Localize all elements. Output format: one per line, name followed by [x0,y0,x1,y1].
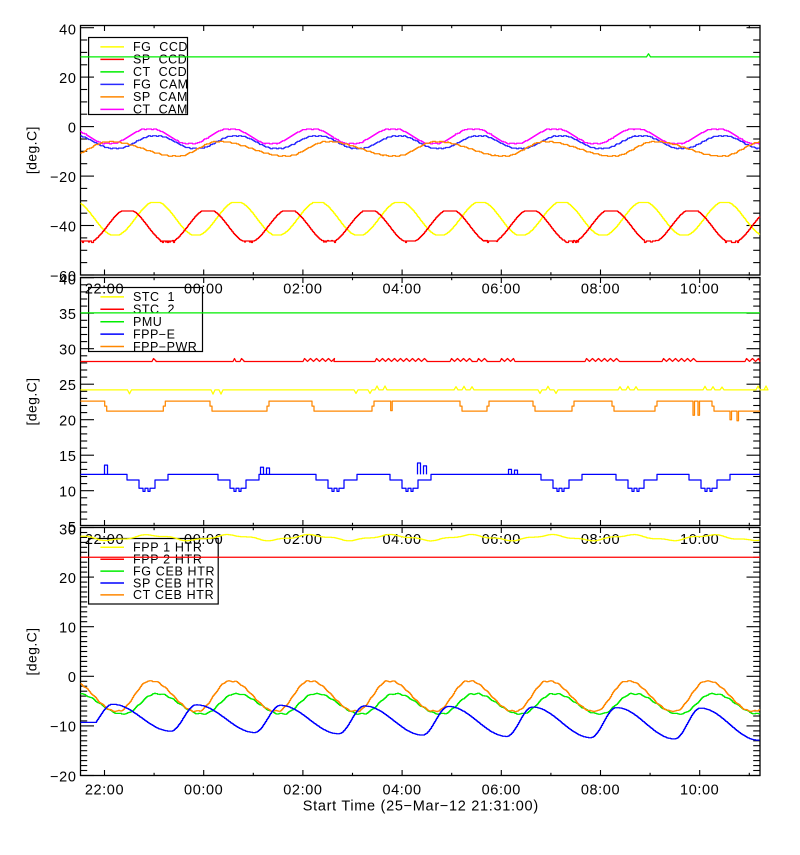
svg-text:15: 15 [59,449,76,465]
svg-text:Start Time (25−Mar−12 21:31:00: Start Time (25−Mar−12 21:31:00) [303,799,539,815]
svg-text:02:00: 02:00 [283,282,322,298]
svg-text:FPP−E: FPP−E [133,327,175,341]
svg-text:FPP 2 HTR: FPP 2 HTR [133,553,203,567]
svg-text:[deg.C]: [deg.C] [24,628,40,676]
svg-text:40: 40 [59,23,76,39]
svg-text:SP CCD: SP CCD [133,53,187,67]
svg-text:08:00: 08:00 [581,282,620,298]
svg-text:40: 40 [59,273,76,289]
svg-text:30: 30 [59,343,76,359]
svg-text:04:00: 04:00 [382,532,421,548]
svg-text:PMU: PMU [133,315,162,329]
svg-text:5: 5 [68,520,77,536]
svg-text:00:00: 00:00 [184,532,223,548]
svg-text:10: 10 [59,621,76,637]
svg-text:30: 30 [59,523,76,539]
svg-text:SP CAM: SP CAM [133,90,188,104]
svg-text:08:00: 08:00 [581,783,620,799]
svg-text:−20: −20 [50,769,76,785]
svg-text:20: 20 [59,71,76,87]
svg-text:25: 25 [59,378,76,394]
svg-text:SP CEB HTR: SP CEB HTR [133,576,214,590]
svg-text:STC 1: STC 1 [133,290,175,304]
svg-text:10:00: 10:00 [680,282,719,298]
svg-text:00:00: 00:00 [184,783,223,799]
svg-text:FPP−PWR: FPP−PWR [133,340,197,354]
svg-text:0: 0 [68,670,77,686]
svg-text:22:00: 22:00 [85,783,124,799]
svg-text:FG CCD: FG CCD [133,40,188,54]
svg-text:[deg.C]: [deg.C] [24,378,40,426]
svg-text:FPP 1 HTR: FPP 1 HTR [133,541,203,555]
svg-text:−20: −20 [50,170,76,186]
svg-text:35: 35 [59,307,76,323]
svg-text:CT CAM: CT CAM [133,103,188,117]
svg-text:−40: −40 [50,219,76,235]
svg-text:CT CEB HTR: CT CEB HTR [133,588,214,602]
svg-text:06:00: 06:00 [482,282,521,298]
svg-text:00:00: 00:00 [184,282,223,298]
svg-text:0: 0 [68,120,77,136]
svg-text:[deg.C]: [deg.C] [24,126,40,174]
svg-text:−10: −10 [50,720,76,736]
svg-text:04:00: 04:00 [382,282,421,298]
svg-text:FG CEB HTR: FG CEB HTR [133,564,215,578]
svg-text:02:00: 02:00 [283,783,322,799]
svg-text:10:00: 10:00 [680,783,719,799]
svg-text:20: 20 [59,571,76,587]
svg-text:22:00: 22:00 [85,282,124,298]
svg-text:06:00: 06:00 [482,532,521,548]
svg-text:04:00: 04:00 [382,783,421,799]
svg-text:−60: −60 [50,269,76,285]
svg-text:02:00: 02:00 [283,532,322,548]
svg-text:CT CCD: CT CCD [133,65,187,79]
svg-text:20: 20 [59,414,76,430]
svg-text:FG CAM: FG CAM [133,78,189,92]
svg-text:10: 10 [59,485,76,501]
svg-text:06:00: 06:00 [482,783,521,799]
